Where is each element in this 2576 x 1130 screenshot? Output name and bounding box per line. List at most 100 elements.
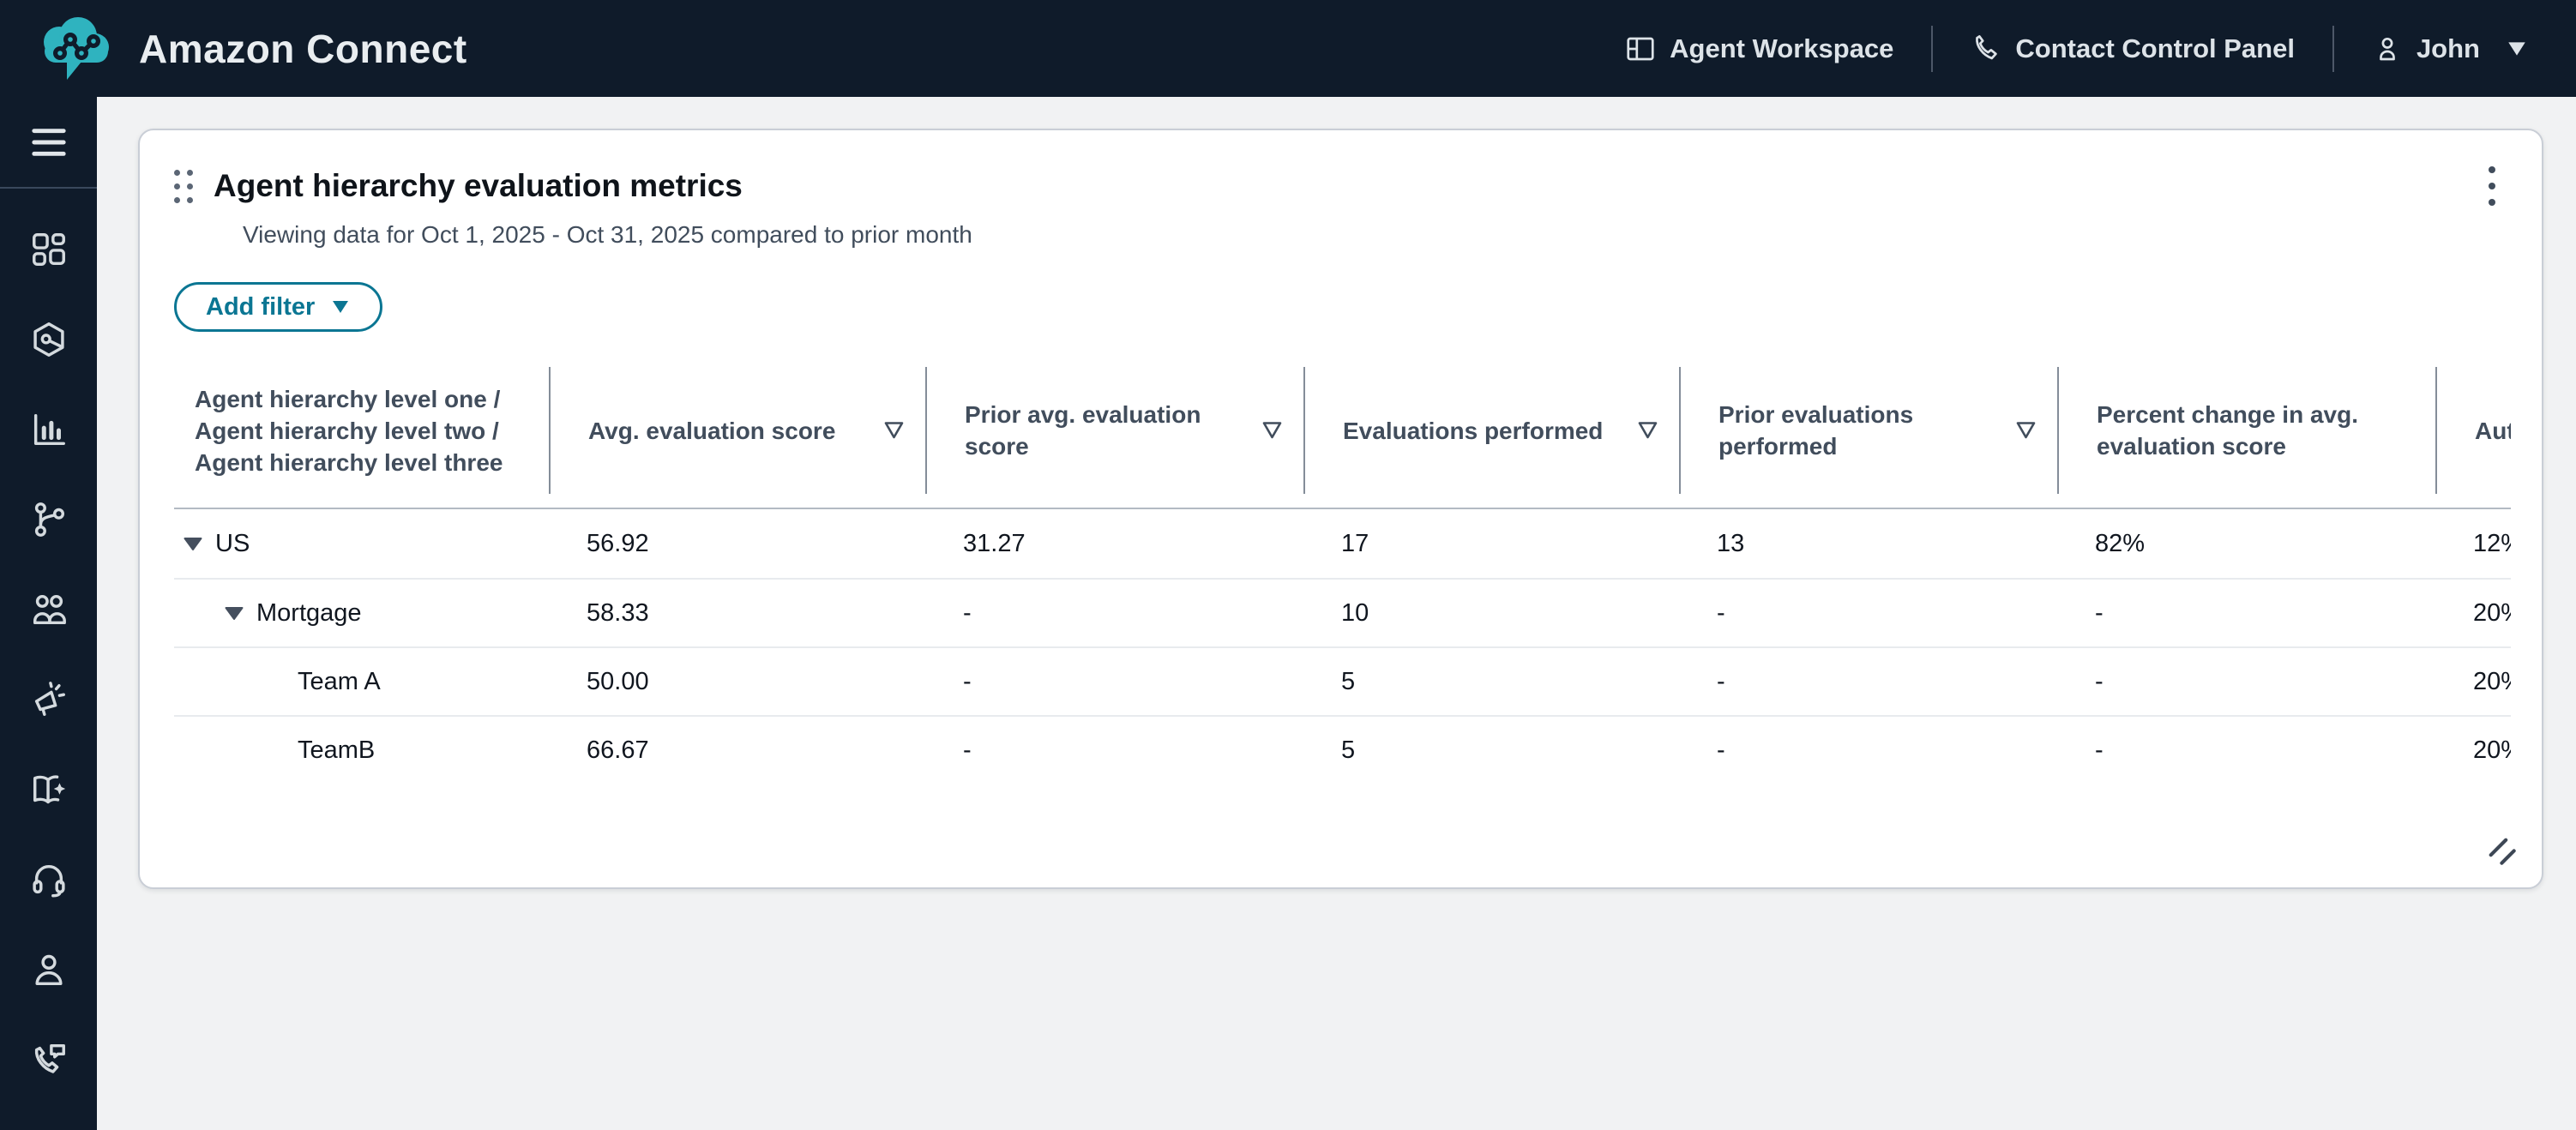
hierarchy-label: Mortgage bbox=[256, 598, 362, 627]
metrics-widget-card: Agent hierarchy evaluation metrics Viewi… bbox=[138, 129, 2543, 889]
cell: - bbox=[2095, 667, 2104, 695]
hierarchy-cell: Mortgage bbox=[174, 599, 549, 628]
hexagon-node-icon bbox=[33, 322, 64, 357]
nav-divider bbox=[2332, 25, 2334, 72]
widget-title: Agent hierarchy evaluation metrics bbox=[214, 168, 743, 203]
sort-icon[interactable] bbox=[2012, 418, 2040, 443]
cell: 20% bbox=[2473, 598, 2511, 627]
sidebar-item-contacts[interactable] bbox=[0, 1014, 97, 1104]
amazon-connect-logo[interactable]: Amazon Connect bbox=[34, 8, 467, 90]
cell: - bbox=[963, 598, 972, 627]
phone-icon bbox=[1976, 34, 1998, 59]
top-nav: Agent Workspace Contact Control Panel Jo… bbox=[1625, 25, 2528, 72]
metrics-table: Agent hierarchy level one / Agent hierar… bbox=[174, 367, 2511, 784]
sidebar-item-agent[interactable] bbox=[0, 834, 97, 924]
column-header-avg-score: Avg. evaluation score bbox=[549, 367, 925, 494]
user-menu[interactable]: John bbox=[2372, 33, 2528, 64]
caret-down-icon bbox=[2508, 41, 2525, 56]
cell: - bbox=[963, 667, 972, 695]
users-icon bbox=[33, 594, 66, 624]
expand-caret-icon[interactable] bbox=[183, 537, 203, 551]
agent-workspace-label: Agent Workspace bbox=[1670, 33, 1894, 63]
column-header-percent-change: Percent change in avg. evaluation score bbox=[2057, 367, 2435, 494]
hierarchy-cell: US bbox=[174, 530, 549, 558]
table-row: Team A 50.00 - 5 - - 20% bbox=[174, 646, 2511, 715]
column-header-clipped: Aut bbox=[2435, 367, 2511, 494]
sidebar-item-metrics[interactable] bbox=[0, 384, 97, 474]
contact-control-panel-link[interactable]: Contact Control Panel bbox=[1971, 33, 2295, 64]
cell: 31.27 bbox=[963, 529, 1026, 557]
column-header-prior-evaluations: Prior evaluations performed bbox=[1679, 367, 2057, 494]
sidebar-item-dashboard[interactable] bbox=[0, 204, 97, 294]
kebab-menu-icon[interactable] bbox=[2477, 159, 2507, 213]
cell: 20% bbox=[2473, 736, 2511, 764]
table-row: US 56.92 31.27 17 13 82% 12% bbox=[174, 509, 2511, 578]
contact-control-panel-label: Contact Control Panel bbox=[2015, 33, 2295, 63]
cell: 50.00 bbox=[587, 667, 649, 695]
sidebar-nav bbox=[0, 204, 97, 1104]
workspace-panel-icon bbox=[1627, 37, 1654, 60]
sort-icon[interactable] bbox=[1634, 418, 1662, 443]
cell: 20% bbox=[2473, 667, 2511, 695]
table-row: Mortgage 58.33 - 10 - - 20% bbox=[174, 578, 2511, 646]
cell: - bbox=[963, 736, 972, 764]
cell: 66.67 bbox=[587, 736, 649, 764]
cell: 13 bbox=[1717, 529, 1745, 557]
phone-message-icon bbox=[34, 1043, 65, 1073]
sidebar-item-profile[interactable] bbox=[0, 924, 97, 1014]
hierarchy-label: Team A bbox=[298, 667, 381, 695]
hierarchy-label: US bbox=[215, 529, 250, 557]
expand-caret-icon[interactable] bbox=[224, 606, 244, 621]
cell: 58.33 bbox=[587, 598, 649, 627]
resize-handle-icon[interactable] bbox=[2487, 836, 2519, 869]
hierarchy-cell: TeamB bbox=[174, 736, 549, 765]
branch-icon bbox=[34, 502, 64, 537]
connect-cloud-icon bbox=[44, 16, 109, 80]
hierarchy-cell: Team A bbox=[174, 668, 549, 696]
cell: - bbox=[1717, 736, 1725, 764]
left-sidebar bbox=[0, 97, 97, 1130]
sort-icon[interactable] bbox=[1258, 418, 1286, 443]
sidebar-item-campaigns[interactable] bbox=[0, 654, 97, 744]
sort-icon[interactable] bbox=[880, 418, 908, 443]
cell: 82% bbox=[2095, 529, 2146, 557]
cell: 12% bbox=[2473, 529, 2511, 557]
cell: 56.92 bbox=[587, 529, 649, 557]
column-header-evaluations-performed: Evaluations performed bbox=[1303, 367, 1679, 494]
cell: - bbox=[1717, 667, 1725, 695]
cell: 17 bbox=[1341, 529, 1369, 557]
cell: 5 bbox=[1341, 667, 1356, 695]
user-name-label: John bbox=[2416, 33, 2480, 63]
hierarchy-label: TeamB bbox=[298, 736, 376, 764]
sidebar-item-flows[interactable] bbox=[0, 474, 97, 564]
sidebar-item-hexagon[interactable] bbox=[0, 294, 97, 384]
person-icon bbox=[34, 954, 63, 985]
menu-icon[interactable] bbox=[29, 125, 69, 159]
dashboard-grid-icon bbox=[32, 232, 65, 266]
book-sparkle-icon bbox=[33, 774, 65, 803]
table-header-row: Agent hierarchy level one / Agent hierar… bbox=[174, 367, 2511, 509]
main-content: Agent hierarchy evaluation metrics Viewi… bbox=[97, 97, 2576, 921]
sidebar-divider bbox=[0, 187, 97, 189]
column-header-hierarchy: Agent hierarchy level one / Agent hierar… bbox=[195, 385, 503, 476]
drag-handle[interactable] bbox=[174, 169, 193, 203]
nav-divider bbox=[1931, 25, 1934, 72]
megaphone-icon bbox=[34, 681, 65, 716]
headset-icon bbox=[32, 864, 65, 898]
brand-title: Amazon Connect bbox=[139, 26, 467, 71]
table-row: TeamB 66.67 - 5 - - 20% bbox=[174, 715, 2511, 784]
bar-chart-icon bbox=[33, 413, 65, 445]
top-bar: Amazon Connect Agent Workspace Contact C… bbox=[0, 0, 2576, 97]
cell: - bbox=[1717, 598, 1725, 627]
user-icon bbox=[2380, 37, 2395, 60]
widget-subtitle: Viewing data for Oct 1, 2025 - Oct 31, 2… bbox=[243, 221, 972, 248]
caret-down-icon bbox=[333, 301, 349, 313]
add-filter-button[interactable]: Add filter bbox=[174, 282, 383, 332]
add-filter-label: Add filter bbox=[206, 292, 316, 321]
cell: 10 bbox=[1341, 598, 1369, 627]
sidebar-item-users[interactable] bbox=[0, 564, 97, 654]
agent-workspace-link[interactable]: Agent Workspace bbox=[1625, 33, 1893, 64]
sidebar-item-knowledge[interactable] bbox=[0, 744, 97, 834]
cell: - bbox=[2095, 598, 2104, 627]
cell: - bbox=[2095, 736, 2104, 764]
